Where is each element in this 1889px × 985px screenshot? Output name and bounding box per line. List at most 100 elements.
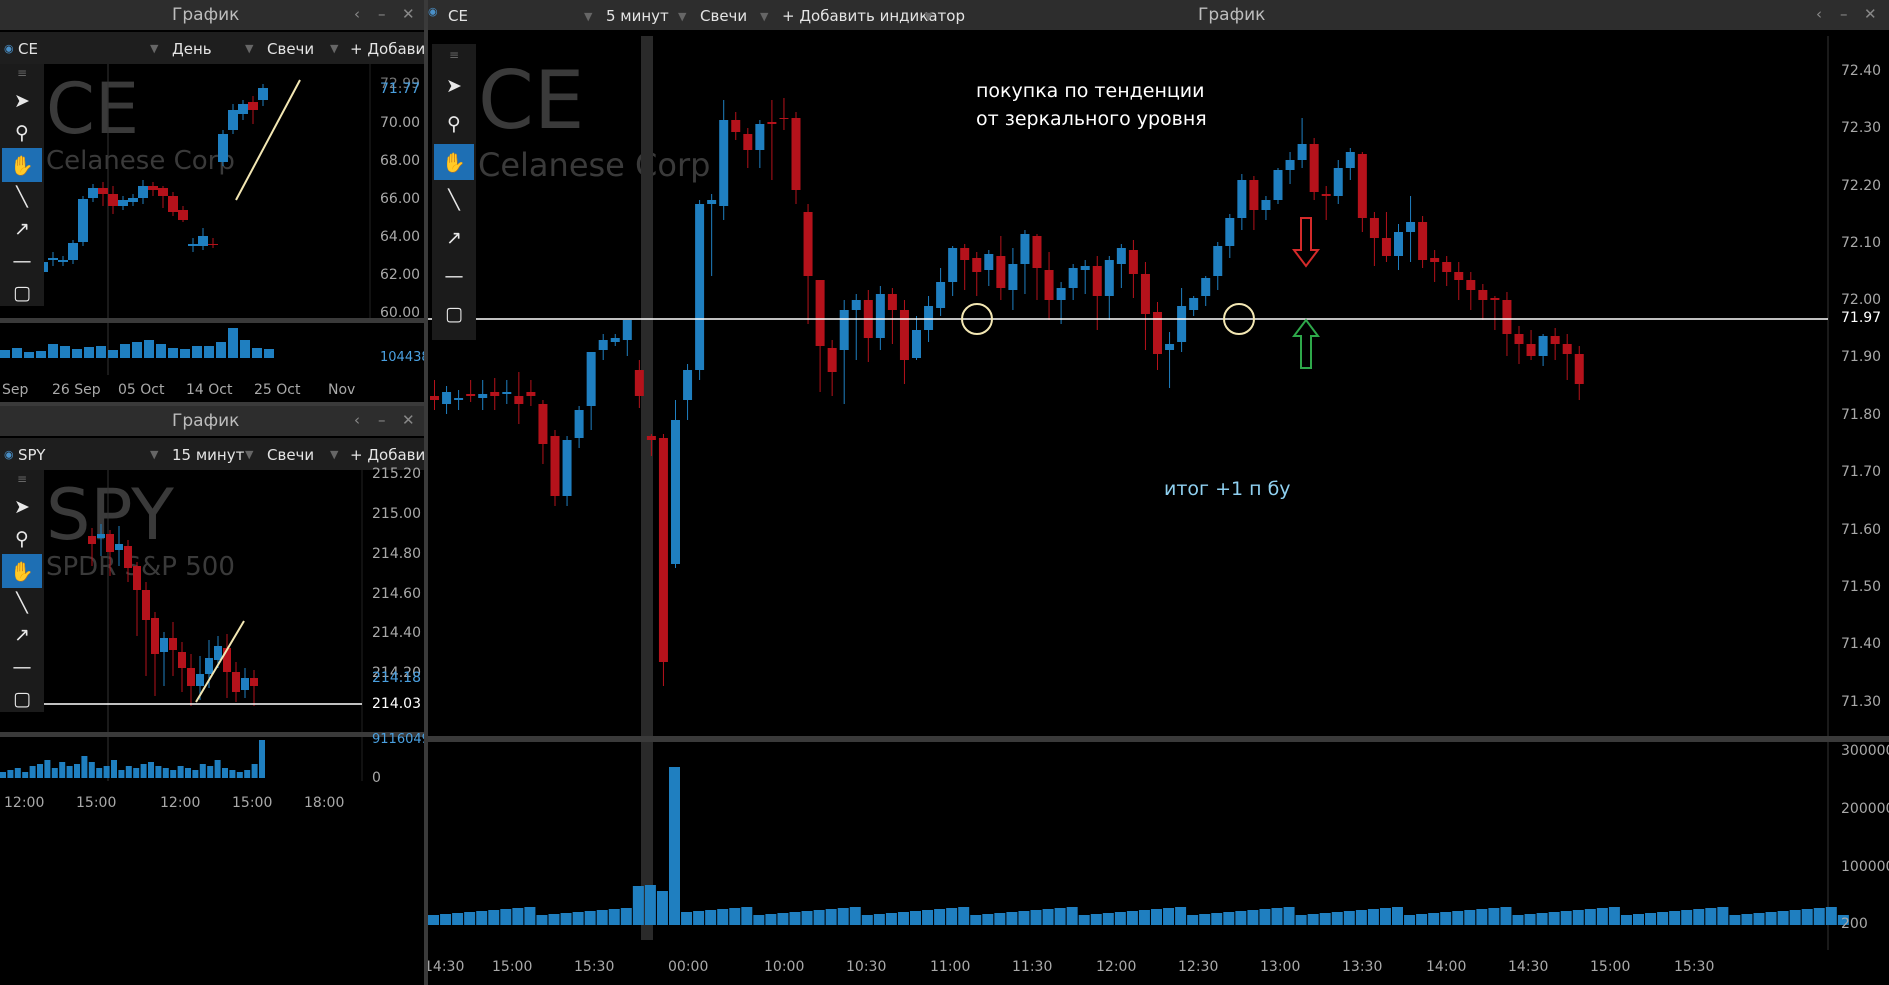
chart-type-select[interactable]: Свечи	[700, 7, 748, 25]
line-icon[interactable]: ╲	[16, 592, 28, 614]
minimize-icon[interactable]: –	[378, 5, 386, 23]
add-indicator-button[interactable]: + Добавить	[350, 40, 424, 58]
candle	[1237, 180, 1247, 218]
panel-title: График	[1198, 5, 1266, 25]
rectangle-icon[interactable]: ▢	[13, 282, 31, 304]
volume-bar	[970, 915, 982, 925]
volume-bar	[1404, 915, 1416, 925]
candle	[996, 256, 1006, 288]
chart-panel-ce-main: ◉ CE ▼ 5 минут ▼ Свечи ▼ + Добавить инди…	[428, 0, 1889, 985]
pointer-icon[interactable]: ➤	[446, 75, 462, 97]
axis-tick-label: 14:30	[428, 959, 465, 975]
panel-separator[interactable]	[0, 402, 424, 406]
candle	[142, 590, 150, 620]
chevron-down-icon[interactable]: ▼	[330, 448, 339, 461]
chart-panel-spy: График ‹ – ✕ ◉ SPY ▼ 15 минут ▼ Свечи ▼ …	[0, 406, 424, 985]
zoom-icon[interactable]: ⚲	[15, 122, 29, 144]
add-indicator-button[interactable]: + Добавить	[350, 446, 424, 464]
axis-tick-label: 18:00	[304, 795, 345, 811]
volume-bar	[132, 342, 142, 358]
volume-bar	[1355, 910, 1367, 925]
chevron-down-icon[interactable]: ▼	[330, 42, 339, 55]
candle	[178, 210, 188, 220]
symbol-select[interactable]: SPY	[18, 446, 46, 464]
chevron-left-icon[interactable]: ‹	[354, 5, 360, 23]
trend-line	[235, 79, 301, 201]
chevron-down-icon[interactable]: ▼	[678, 10, 687, 23]
axis-tick-label: 14 Oct	[186, 382, 233, 398]
vertical-separator[interactable]	[424, 0, 428, 985]
add-indicator-button[interactable]: + Добавить индикатор	[782, 7, 965, 25]
volume-bar	[464, 912, 476, 925]
volume-bar	[180, 349, 190, 358]
hand-icon[interactable]: ✋	[434, 144, 474, 180]
interval-select[interactable]: 5 минут	[606, 7, 669, 25]
volume-bar	[252, 348, 262, 358]
close-icon[interactable]: ✕	[402, 5, 415, 23]
volume-bar	[476, 911, 488, 925]
menu-handle-icon[interactable]: ≡	[16, 472, 28, 486]
volume-bar	[1295, 915, 1307, 925]
axis-tick-label: 60.00	[380, 305, 421, 321]
line-icon[interactable]: ╲	[448, 189, 460, 211]
arrow-icon[interactable]: ↗	[14, 624, 30, 646]
minimize-icon[interactable]: –	[1840, 5, 1848, 23]
chevron-down-icon[interactable]: ▼	[245, 448, 254, 461]
close-icon[interactable]: ✕	[1864, 5, 1877, 23]
hand-icon[interactable]: ✋	[2, 148, 42, 182]
chart-type-select[interactable]: Свечи	[267, 40, 315, 58]
volume-bar	[228, 328, 238, 358]
pointer-icon[interactable]: ➤	[14, 90, 30, 112]
chevron-down-icon[interactable]: ▼	[150, 448, 159, 461]
symbol-select[interactable]: CE	[18, 40, 38, 58]
minimize-icon[interactable]: –	[378, 411, 386, 429]
chart-type-select[interactable]: Свечи	[267, 446, 315, 464]
interval-select[interactable]: День	[172, 40, 212, 58]
axis-tick-label: 72.00	[1841, 292, 1882, 308]
volume-bar	[1789, 910, 1801, 925]
zoom-icon[interactable]: ⚲	[447, 113, 461, 135]
axis-tick-label: 15:30	[1674, 959, 1715, 975]
candle	[683, 370, 693, 400]
axis-tick-label: 300000	[1841, 743, 1889, 759]
volume-bar	[240, 340, 250, 358]
candle	[1309, 144, 1319, 192]
chevron-down-icon[interactable]: ▼	[924, 10, 933, 23]
drawing-toolbar: ≡ ➤ ⚲ ✋ ╲ ↗ — ▢	[432, 44, 476, 340]
candle	[88, 188, 98, 198]
volume-bar	[813, 910, 825, 925]
chevron-down-icon[interactable]: ▼	[584, 10, 593, 23]
hand-icon[interactable]: ✋	[2, 554, 42, 588]
chevron-left-icon[interactable]: ‹	[354, 411, 360, 429]
candle-wick	[1325, 186, 1327, 220]
candle	[196, 674, 204, 686]
volume-bar	[1645, 913, 1657, 925]
zoom-icon[interactable]: ⚲	[15, 528, 29, 550]
close-icon[interactable]: ✕	[402, 411, 415, 429]
chevron-left-icon[interactable]: ‹	[1816, 5, 1822, 23]
menu-handle-icon[interactable]: ≡	[16, 66, 28, 80]
interval-select[interactable]: 15 минут	[172, 446, 245, 464]
candle-wick	[212, 238, 214, 248]
axis-tick-label: 15:00	[492, 959, 533, 975]
chevron-down-icon[interactable]: ▼	[760, 10, 769, 23]
arrow-icon[interactable]: ↗	[14, 218, 30, 240]
rectangle-icon[interactable]: ▢	[445, 303, 463, 325]
line-icon[interactable]: ╲	[16, 186, 28, 208]
candle	[1418, 222, 1428, 260]
horizontal-line-icon[interactable]: —	[444, 265, 464, 287]
horizontal-line-icon[interactable]: —	[12, 656, 32, 678]
volume-bar	[111, 760, 117, 778]
chevron-down-icon[interactable]: ▼	[245, 42, 254, 55]
symbol-select[interactable]: CE	[448, 7, 468, 25]
menu-handle-icon[interactable]: ≡	[448, 48, 460, 62]
arrow-icon[interactable]: ↗	[446, 227, 462, 249]
horizontal-line-icon[interactable]: —	[12, 250, 32, 272]
chevron-down-icon[interactable]: ▼	[150, 42, 159, 55]
pointer-icon[interactable]: ➤	[14, 496, 30, 518]
candle	[924, 306, 934, 330]
candle	[78, 199, 88, 242]
rectangle-icon[interactable]: ▢	[13, 688, 31, 710]
candle	[48, 258, 58, 260]
volume-bar	[192, 346, 202, 358]
